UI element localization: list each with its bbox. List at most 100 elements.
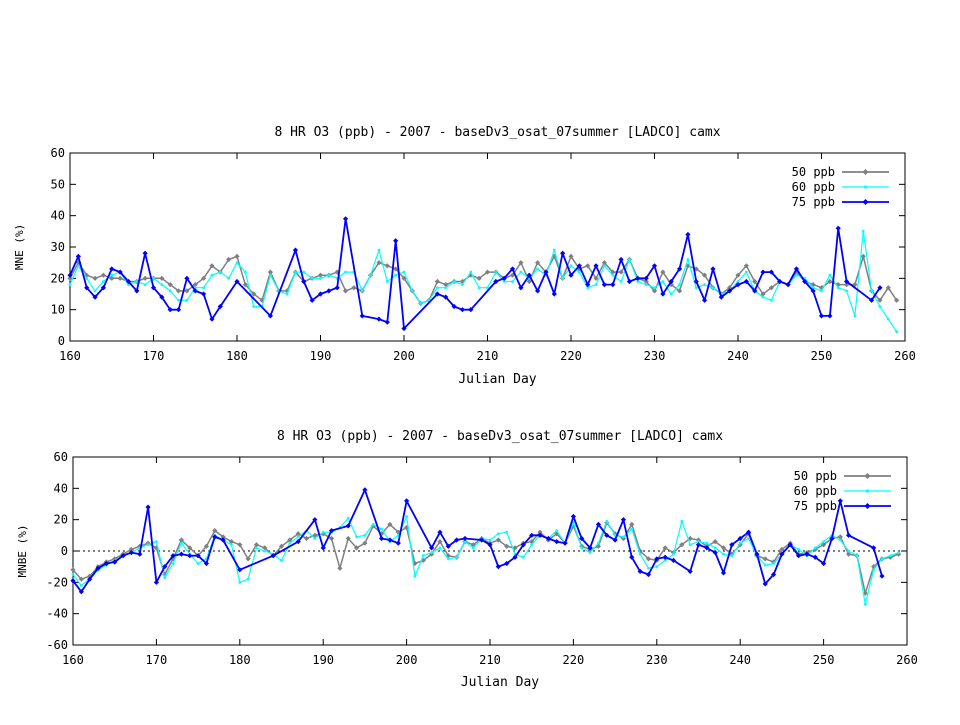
data-point [401, 325, 407, 332]
data-point [879, 573, 885, 579]
data-point [512, 545, 518, 551]
data-point [310, 276, 314, 280]
data-point [846, 532, 852, 538]
data-point [568, 253, 574, 259]
data-point [220, 537, 226, 543]
data-point [369, 273, 372, 277]
data-point [855, 554, 859, 558]
data-point [822, 540, 825, 543]
data-point [443, 282, 449, 288]
data-point [737, 535, 743, 542]
data-point [437, 539, 443, 545]
data-point [95, 565, 101, 571]
data-point [351, 285, 357, 291]
data-point [688, 543, 692, 547]
data-point [495, 537, 501, 543]
data-point [220, 534, 226, 540]
data-point [429, 551, 435, 557]
y-tick-label: 10 [51, 303, 65, 317]
data-point [196, 562, 200, 565]
x-tick-label: 200 [393, 349, 415, 363]
data-point [201, 291, 207, 297]
data-point [744, 270, 748, 274]
data-point [643, 278, 649, 285]
data-point [328, 535, 335, 542]
chart-title: 8 HR O3 (ppb) - 2007 - baseDv3_osat_07su… [274, 125, 720, 140]
data-point [296, 535, 300, 539]
data-point [676, 266, 683, 272]
data-point [727, 288, 733, 294]
data-point [853, 314, 857, 318]
data-point [262, 545, 268, 551]
y-tick-label: 0 [61, 544, 68, 558]
data-point [175, 288, 182, 294]
data-point [660, 291, 666, 297]
data-point [705, 541, 709, 545]
y-tick-label: 60 [51, 146, 65, 160]
data-point [695, 542, 702, 548]
y-tick-label: -20 [46, 575, 68, 589]
data-point [611, 273, 615, 277]
data-point [87, 576, 93, 582]
data-point [245, 556, 251, 562]
data-point [112, 559, 118, 565]
data-point [93, 289, 97, 293]
data-point [235, 261, 239, 265]
data-point [501, 275, 507, 281]
data-point [484, 269, 491, 275]
data-point [619, 280, 623, 283]
data-point [342, 216, 349, 222]
data-point [526, 272, 532, 278]
data-point [344, 270, 347, 274]
data-point [511, 280, 514, 283]
data-point [142, 250, 148, 256]
data-point [762, 556, 768, 562]
plot-frame [69, 152, 906, 342]
data-point [468, 307, 474, 313]
data-point [420, 557, 426, 563]
data-point [287, 537, 293, 543]
data-point [363, 533, 367, 537]
data-point [410, 289, 414, 293]
legend-marker [862, 169, 869, 175]
data-point [604, 532, 610, 538]
data-point [843, 278, 850, 285]
data-point [302, 270, 306, 274]
data-point [752, 288, 758, 294]
data-point [870, 289, 873, 293]
data-point [760, 291, 766, 297]
data-point [187, 553, 193, 559]
data-point [687, 568, 693, 574]
data-point [162, 564, 168, 570]
data-point [752, 278, 758, 285]
data-point [797, 548, 800, 551]
chart-title: 8 HR O3 (ppb) - 2007 - baseDv3_osat_07su… [277, 429, 723, 444]
data-point [317, 272, 324, 278]
data-point [377, 248, 381, 252]
data-point [645, 571, 652, 578]
data-point [662, 554, 668, 560]
data-point [594, 283, 598, 286]
data-point [537, 529, 543, 535]
data-point [384, 263, 390, 269]
data-point [212, 534, 218, 540]
data-point [551, 291, 557, 297]
y-tick-label: 0 [58, 334, 65, 348]
data-point [125, 278, 132, 285]
data-point [345, 535, 351, 542]
data-point [267, 269, 273, 275]
data-point [493, 278, 499, 285]
data-point [445, 543, 451, 549]
data-point [545, 535, 551, 542]
data-point [768, 269, 774, 275]
data-point [187, 545, 193, 551]
data-point [847, 549, 851, 553]
data-point [192, 288, 198, 294]
data-point [697, 540, 700, 543]
legend-marker [864, 473, 871, 479]
y-tick-label: 40 [51, 209, 65, 223]
data-point [180, 541, 183, 545]
data-point [362, 487, 368, 493]
data-point [168, 289, 172, 293]
